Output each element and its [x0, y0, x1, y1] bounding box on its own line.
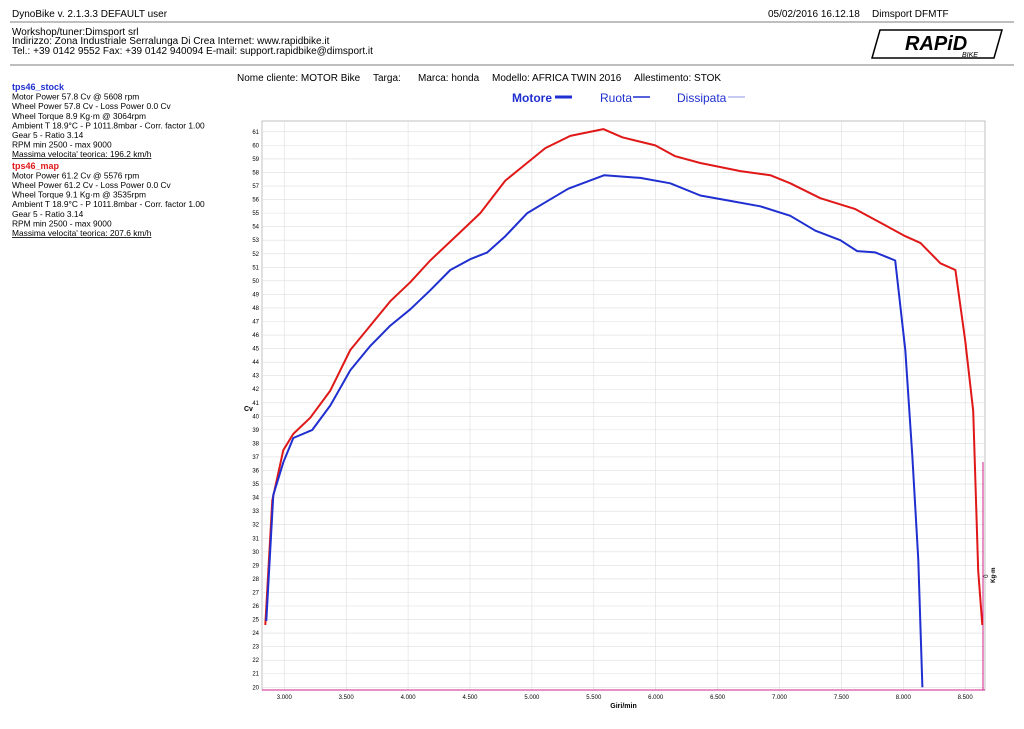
x-tick-label: 7.500: [834, 695, 850, 701]
workshop: Workshop/tuner:Dimsport srl: [12, 27, 139, 38]
y-tick-label: 60: [252, 143, 259, 149]
x-tick-label: 7.000: [772, 695, 788, 701]
y-tick-label: 30: [252, 550, 259, 556]
x-tick-label: 5.000: [524, 695, 540, 701]
x-tick-label: 4.000: [401, 695, 417, 701]
y-tick-label: 25: [252, 618, 259, 624]
run-detail: RPM min 2500 - max 9000: [12, 218, 112, 228]
y-axis-label: Cv: [244, 406, 253, 413]
y-tick-label: 24: [252, 631, 259, 637]
plot-frame: [261, 120, 986, 691]
station: Dimsport DFMTF: [872, 9, 949, 20]
y-tick-label: 27: [252, 590, 259, 596]
info: Allestimento: STOK: [634, 73, 721, 84]
run-detail: Wheel Torque 9.1 Kg·m @ 3535rpm: [12, 190, 146, 200]
y-tick-label: 39: [252, 428, 259, 434]
info: Modello: AFRICA TWIN 2016: [492, 73, 622, 84]
y-tick-label: 28: [252, 577, 259, 583]
run-detail: Motor Power 61.2 Cv @ 5576 rpm: [12, 170, 139, 180]
y-tick-label: 36: [252, 469, 259, 475]
y2-axis-label: Kg·m: [991, 568, 997, 583]
plot: 20 21 22 23 24 25 26 27 28 29 30 31 32 33 34 35 36 37 38 39…: [244, 120, 997, 710]
y-tick-label: 32: [252, 523, 259, 529]
y-tick-label: 61: [252, 130, 259, 136]
x-tick-label: 5.500: [586, 695, 602, 701]
run-detail: Ambient T 18.9°C - P 1011.8mbar - Corr. …: [12, 199, 205, 209]
logo-frame: [871, 29, 1003, 59]
y-tick-label: 47: [252, 320, 259, 326]
y-tick-label: 21: [252, 672, 259, 678]
run-detail: Wheel Power 57.8 Cv - Loss Power 0.0 Cv: [12, 101, 172, 111]
y-tick-label: 41: [252, 401, 259, 407]
logo: RAPiD: [905, 33, 967, 55]
y-tick-label: 31: [252, 536, 259, 542]
info: Nome cliente: MOTOR Bike: [237, 73, 361, 84]
y-tick-label: 38: [252, 441, 259, 447]
y2-tick-label: 0: [984, 574, 990, 578]
y-tick-label: 35: [252, 482, 259, 488]
y-tick-label: 37: [252, 455, 259, 461]
y-tick-label: 20: [252, 685, 259, 691]
y-tick-label: 22: [252, 658, 259, 664]
run-detail: RPM min 2500 - max 9000: [12, 140, 112, 150]
y-tick-label: 57: [252, 184, 259, 190]
y-tick-label: 34: [252, 496, 259, 502]
legend-label: Motore: [512, 91, 552, 105]
address: Indirizzo: Zona Industriale Serralunga D…: [12, 36, 330, 47]
y-tick-label: 51: [252, 265, 259, 271]
y-tick-label: 43: [252, 374, 259, 380]
y-tick-label: 48: [252, 306, 259, 312]
info: Marca: honda: [418, 73, 480, 84]
y-tick-label: 50: [252, 279, 259, 285]
y-tick-label: 52: [252, 252, 259, 258]
x-tick-label: 8.500: [958, 695, 974, 701]
legend-label: Ruota: [600, 91, 632, 105]
x-tick-label: 8.000: [896, 695, 912, 701]
contacts: Tel.: +39 0142 9552 Fax: +39 0142 940094…: [12, 46, 373, 57]
run-detail: Wheel Torque 8.9 Kg·m @ 3064rpm: [12, 111, 146, 121]
y-tick-label: 42: [252, 387, 259, 393]
power-curve: [265, 174, 924, 688]
y-tick-label: 58: [252, 170, 259, 176]
y-tick-label: 26: [252, 604, 259, 610]
y-tick-label: 40: [252, 414, 259, 420]
run-name: tps46_stock: [12, 82, 65, 92]
y-tick-label: 46: [252, 333, 259, 339]
y-tick-label: 33: [252, 509, 259, 515]
run-name: tps46_map: [12, 161, 60, 171]
x-tick-label: 6.000: [648, 695, 664, 701]
y-tick-label: 29: [252, 563, 259, 569]
y-tick-label: 44: [252, 360, 259, 366]
x-tick-label: 3.500: [339, 695, 355, 701]
y-tick-label: 54: [252, 225, 259, 231]
run-detail: Motor Power 57.8 Cv @ 5608 rpm: [12, 92, 139, 102]
y-tick-label: 45: [252, 347, 259, 353]
y-tick-label: 55: [252, 211, 259, 217]
x-tick-label: 3.000: [277, 695, 293, 701]
app-title: DynoBike v. 2.1.3.3 DEFAULT user: [12, 9, 168, 20]
x-axis-label: Giri/min: [610, 703, 636, 710]
run-detail: Gear 5 - Ratio 3.14: [12, 130, 84, 140]
run-detail: Massima velocita' teorica: 207.6 km/h: [12, 228, 152, 238]
run-detail: Gear 5 - Ratio 3.14: [12, 209, 84, 219]
x-tick-label: 6.500: [710, 695, 726, 701]
y-tick-label: 59: [252, 157, 259, 163]
y-tick-label: 53: [252, 238, 259, 244]
legend-label: Dissipata: [677, 91, 727, 105]
run-detail: Wheel Power 61.2 Cv - Loss Power 0.0 Cv: [12, 180, 172, 190]
run-detail: Ambient T 18.9°C - P 1011.8mbar - Corr. …: [12, 120, 205, 130]
run-detail: Massima velocita' teorica: 196.2 km/h: [12, 149, 152, 159]
y-tick-label: 56: [252, 198, 259, 204]
logo-sub: BIKE: [962, 52, 978, 59]
info: Targa:: [373, 73, 401, 84]
y-tick-label: 49: [252, 292, 259, 298]
x-tick-label: 4.500: [462, 695, 478, 701]
power-curve: [264, 128, 984, 626]
datetime: 05/02/2016 16.12.18: [768, 9, 860, 20]
y-tick-label: 23: [252, 645, 259, 651]
